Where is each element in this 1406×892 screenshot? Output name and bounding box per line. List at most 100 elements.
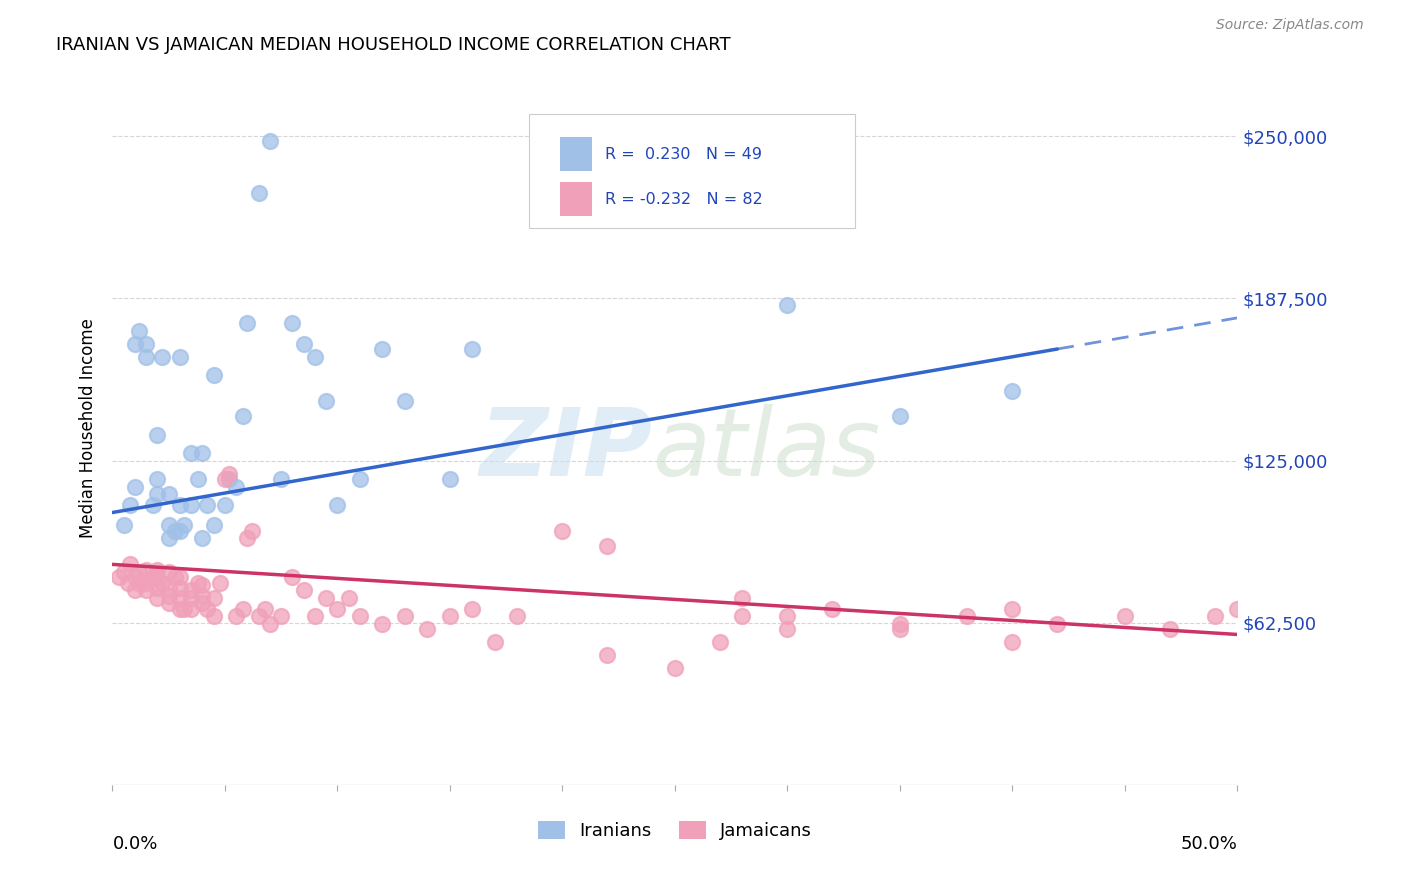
Point: [169, 591, 191, 606]
Point: [146, 472, 169, 486]
Point: [195, 498, 218, 512]
Point: [326, 601, 349, 615]
Point: [1204, 609, 1226, 624]
Point: [394, 393, 416, 408]
Point: [776, 622, 799, 636]
Text: R = -0.232   N = 82: R = -0.232 N = 82: [605, 192, 763, 207]
Point: [169, 498, 191, 512]
Point: [180, 498, 202, 512]
Point: [889, 622, 911, 636]
Point: [218, 467, 240, 481]
Point: [304, 350, 326, 364]
Point: [124, 570, 146, 584]
Point: [1001, 384, 1024, 398]
Point: [232, 409, 254, 424]
Point: [292, 583, 315, 598]
Point: [120, 558, 142, 572]
Point: [326, 498, 349, 512]
Point: [664, 661, 686, 675]
Text: IRANIAN VS JAMAICAN MEDIAN HOUSEHOLD INCOME CORRELATION CHART: IRANIAN VS JAMAICAN MEDIAN HOUSEHOLD INC…: [56, 36, 731, 54]
Point: [146, 591, 169, 606]
Point: [135, 563, 157, 577]
Point: [731, 591, 754, 606]
Point: [240, 524, 263, 538]
FancyBboxPatch shape: [560, 137, 592, 171]
Point: [135, 350, 157, 364]
Text: Source: ZipAtlas.com: Source: ZipAtlas.com: [1216, 18, 1364, 32]
Point: [191, 589, 214, 603]
FancyBboxPatch shape: [560, 182, 592, 217]
Point: [150, 350, 173, 364]
Point: [551, 524, 574, 538]
Point: [187, 472, 209, 486]
Point: [270, 609, 292, 624]
Point: [439, 609, 461, 624]
Point: [146, 581, 169, 595]
Point: [889, 617, 911, 632]
Point: [187, 575, 209, 590]
Point: [146, 487, 169, 501]
Point: [371, 617, 394, 632]
Point: [195, 601, 218, 615]
Point: [120, 498, 142, 512]
Point: [214, 472, 236, 486]
Point: [259, 617, 281, 632]
Text: 0.0%: 0.0%: [112, 835, 157, 853]
Point: [173, 601, 195, 615]
Point: [731, 609, 754, 624]
Point: [157, 581, 180, 595]
Point: [128, 575, 150, 590]
Point: [484, 635, 506, 649]
Text: R =  0.230   N = 49: R = 0.230 N = 49: [605, 147, 762, 161]
Point: [124, 583, 146, 598]
Point: [1001, 635, 1024, 649]
Point: [157, 596, 180, 610]
Point: [254, 601, 277, 615]
Point: [108, 570, 131, 584]
Point: [135, 336, 157, 351]
Point: [117, 575, 139, 590]
Legend: Iranians, Jamaicans: Iranians, Jamaicans: [530, 814, 820, 847]
Point: [180, 583, 202, 598]
Point: [281, 316, 304, 330]
Point: [112, 565, 135, 579]
Point: [180, 446, 202, 460]
Point: [259, 135, 281, 149]
Point: [165, 524, 187, 538]
Point: [150, 575, 173, 590]
Point: [173, 518, 195, 533]
Point: [180, 591, 202, 606]
Point: [191, 532, 214, 546]
Point: [202, 368, 225, 382]
Point: [337, 591, 360, 606]
Point: [394, 609, 416, 624]
Point: [596, 648, 619, 663]
Point: [349, 609, 371, 624]
Point: [889, 409, 911, 424]
Point: [157, 532, 180, 546]
Point: [112, 518, 135, 533]
Text: ZIP: ZIP: [479, 403, 652, 496]
Point: [124, 336, 146, 351]
Point: [191, 596, 214, 610]
Point: [169, 570, 191, 584]
Point: [124, 479, 146, 493]
Text: atlas: atlas: [652, 404, 880, 495]
Point: [142, 498, 165, 512]
Text: 50.0%: 50.0%: [1181, 835, 1237, 853]
Point: [236, 532, 259, 546]
Point: [1159, 622, 1181, 636]
Point: [128, 565, 150, 579]
Point: [270, 472, 292, 486]
Point: [1046, 617, 1069, 632]
Point: [225, 479, 247, 493]
Point: [776, 298, 799, 312]
Point: [157, 518, 180, 533]
Point: [371, 342, 394, 356]
Point: [180, 601, 202, 615]
Point: [128, 324, 150, 338]
Point: [135, 583, 157, 598]
Point: [191, 578, 214, 592]
Point: [304, 609, 326, 624]
Point: [169, 601, 191, 615]
